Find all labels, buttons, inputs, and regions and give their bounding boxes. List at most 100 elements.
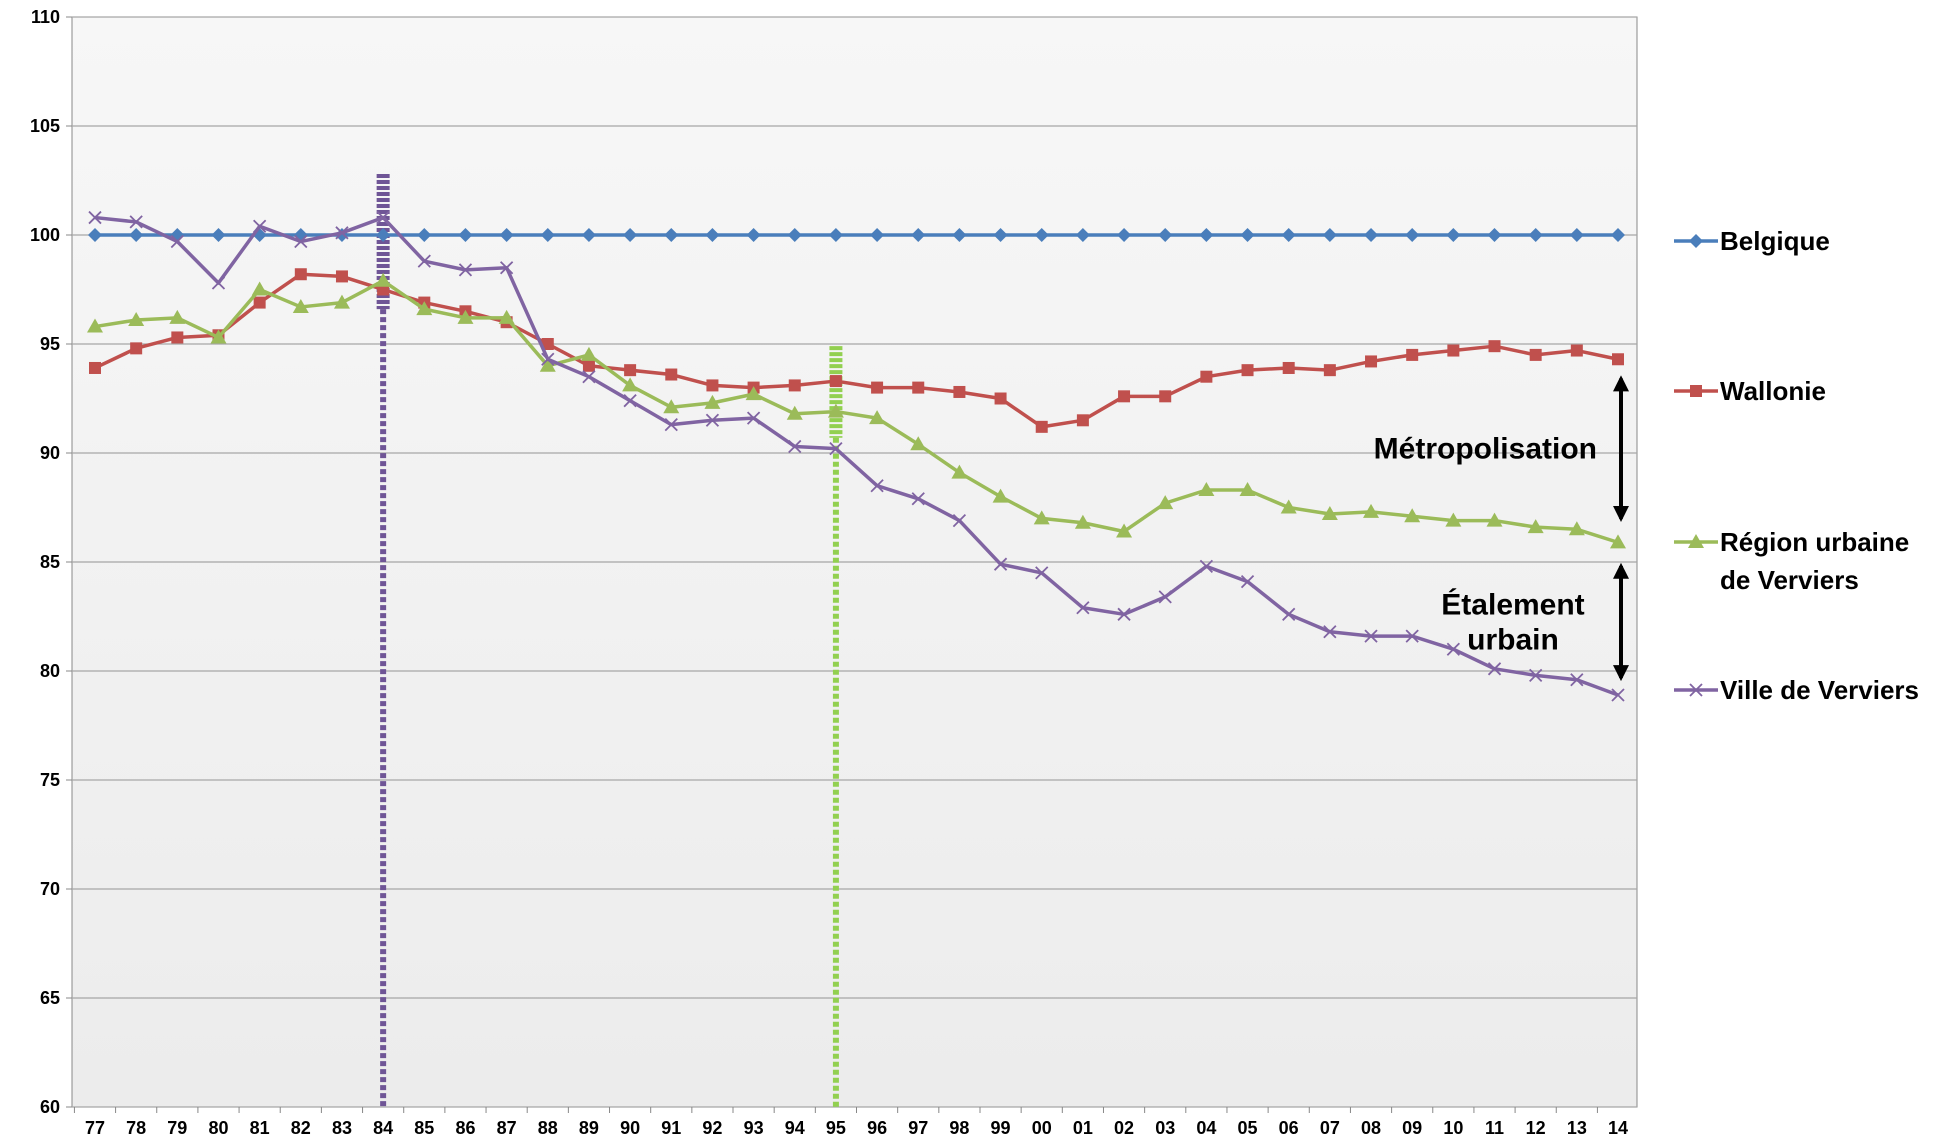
- point: [581, 228, 596, 242]
- point: [1076, 414, 1089, 427]
- point: [994, 392, 1007, 405]
- point: [1240, 228, 1255, 242]
- point: [251, 281, 268, 296]
- point: [541, 352, 555, 366]
- point: [624, 364, 637, 377]
- point: [1568, 521, 1585, 536]
- x-tick-label: 08: [1361, 1118, 1381, 1138]
- x-tick-label: 05: [1238, 1118, 1258, 1138]
- point: [1117, 607, 1131, 621]
- point: [458, 228, 473, 242]
- x-tick-label: 07: [1320, 1118, 1340, 1138]
- legend-label: Belgique: [1720, 226, 1830, 256]
- x-tick-label: 89: [579, 1118, 599, 1138]
- point: [827, 403, 844, 418]
- x-tick-label: 90: [620, 1118, 640, 1138]
- point: [1035, 566, 1049, 580]
- y-tick-label: 110: [31, 7, 60, 27]
- x-tick-label: 95: [826, 1118, 846, 1138]
- point: [1690, 385, 1702, 397]
- legend-entry: Belgique: [1672, 222, 1942, 260]
- point: [1364, 228, 1379, 242]
- point: [253, 219, 267, 233]
- x-tick-label: 97: [908, 1118, 928, 1138]
- point: [541, 338, 554, 350]
- y-tick-label: 80: [40, 661, 60, 681]
- point: [171, 331, 184, 344]
- point: [1199, 559, 1214, 573]
- point: [1570, 673, 1584, 687]
- x-tick-label: 04: [1196, 1118, 1216, 1138]
- point: [665, 368, 678, 381]
- x-tick-label: 10: [1443, 1118, 1463, 1138]
- point: [169, 309, 186, 324]
- point: [1688, 534, 1704, 548]
- point: [1117, 228, 1132, 242]
- point: [1074, 514, 1091, 529]
- legend-icon: [1674, 234, 1718, 248]
- point: [1200, 370, 1213, 383]
- point: [788, 379, 801, 392]
- point: [1116, 523, 1133, 538]
- x-tick-label: 06: [1279, 1118, 1299, 1138]
- point: [705, 228, 720, 242]
- x-tick-label: 02: [1114, 1118, 1134, 1138]
- point: [745, 386, 762, 401]
- point: [1529, 348, 1542, 361]
- y-tick-label: 90: [40, 443, 60, 463]
- point: [1612, 353, 1624, 366]
- y-tick-label: 100: [30, 225, 60, 245]
- point: [1323, 625, 1337, 639]
- point: [1363, 503, 1380, 518]
- point: [1404, 508, 1421, 523]
- point: [1446, 642, 1460, 656]
- y-tick-label: 95: [40, 334, 60, 354]
- x-tick-label: 12: [1526, 1118, 1546, 1138]
- x-tick-label: 92: [702, 1118, 722, 1138]
- point: [952, 513, 967, 528]
- point: [1198, 482, 1215, 497]
- x-tick-label: 78: [126, 1118, 146, 1138]
- point: [1487, 662, 1502, 676]
- point: [829, 442, 843, 456]
- point: [1689, 234, 1703, 248]
- point: [416, 301, 433, 316]
- point: [623, 228, 638, 242]
- x-tick-label: 13: [1567, 1118, 1587, 1138]
- x-tick-label: 99: [991, 1118, 1011, 1138]
- point: [953, 385, 966, 398]
- point: [1159, 390, 1172, 403]
- legend-icon: [1674, 385, 1718, 397]
- point: [540, 228, 555, 242]
- point: [1446, 228, 1461, 242]
- x-tick-label: 82: [291, 1118, 311, 1138]
- point: [993, 228, 1008, 242]
- point: [1321, 506, 1338, 521]
- point: [1611, 228, 1625, 242]
- point: [1035, 420, 1048, 433]
- point: [376, 228, 391, 242]
- point: [746, 411, 761, 425]
- x-tick-label: 00: [1032, 1118, 1052, 1138]
- series-line: [94, 279, 1619, 545]
- y-tick-label: 60: [40, 1097, 60, 1117]
- point: [622, 377, 639, 392]
- point: [869, 410, 886, 425]
- point: [704, 394, 721, 409]
- x-tick-label: 86: [455, 1118, 475, 1138]
- x-tick-label: 80: [208, 1118, 228, 1138]
- point: [87, 318, 103, 333]
- x-tick-label: 14: [1608, 1118, 1628, 1138]
- point: [1199, 228, 1214, 242]
- point: [786, 405, 803, 420]
- point: [910, 436, 927, 451]
- point: [1445, 512, 1462, 527]
- x-tick-label: 88: [538, 1118, 558, 1138]
- legend-label: Région urbaine de Verviers: [1720, 527, 1910, 595]
- point: [130, 342, 143, 355]
- point: [1486, 512, 1503, 527]
- x-tick-label: 84: [373, 1118, 393, 1138]
- point: [911, 228, 926, 242]
- y-tick-label: 65: [40, 988, 60, 1008]
